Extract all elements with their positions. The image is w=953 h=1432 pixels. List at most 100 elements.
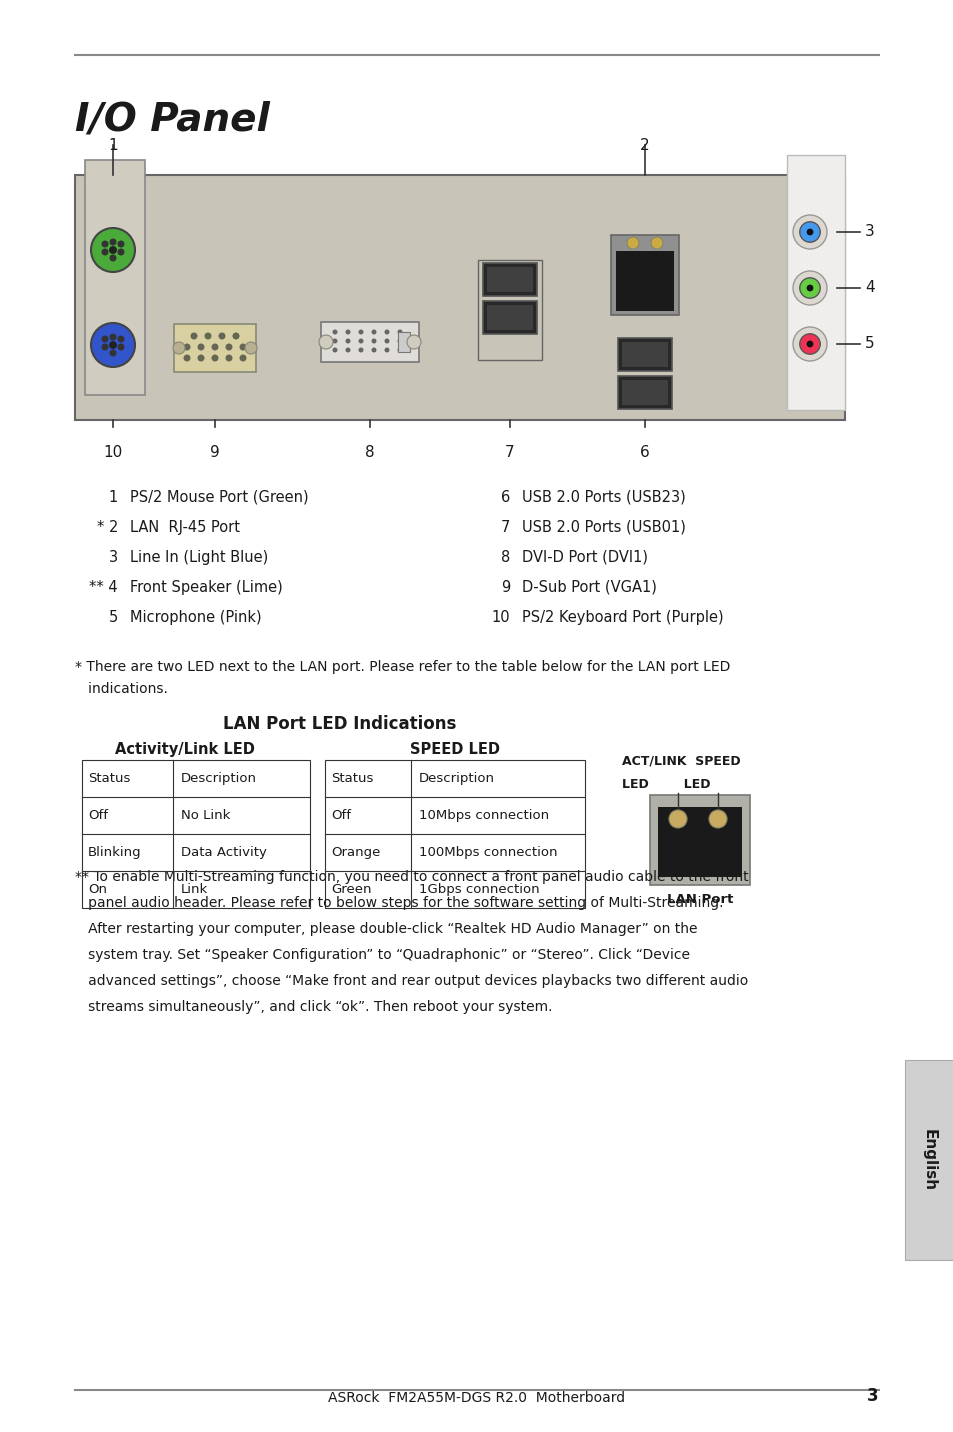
Text: 6: 6: [500, 490, 510, 505]
Text: Description: Description: [418, 772, 495, 785]
Circle shape: [358, 338, 363, 344]
Circle shape: [101, 344, 109, 351]
Text: 8: 8: [500, 550, 510, 566]
Circle shape: [110, 239, 116, 245]
Text: 1: 1: [108, 137, 117, 153]
Text: ASRock  FM2A55M-DGS R2.0  Motherboard: ASRock FM2A55M-DGS R2.0 Motherboard: [328, 1390, 625, 1405]
Text: PS/2 Mouse Port (Green): PS/2 Mouse Port (Green): [130, 490, 309, 505]
Circle shape: [397, 329, 402, 335]
FancyBboxPatch shape: [482, 301, 537, 334]
Text: ** To enable Multi-Streaming function, you need to connect a front panel audio c: ** To enable Multi-Streaming function, y…: [75, 871, 748, 884]
Text: Front Speaker (Lime): Front Speaker (Lime): [130, 580, 282, 596]
Circle shape: [109, 341, 117, 349]
FancyBboxPatch shape: [621, 342, 667, 367]
Circle shape: [799, 278, 820, 298]
Circle shape: [183, 344, 191, 351]
Text: 3: 3: [109, 550, 118, 566]
Circle shape: [799, 334, 820, 354]
Circle shape: [792, 215, 826, 249]
Text: 8: 8: [365, 445, 375, 460]
Text: ACT/LINK  SPEED: ACT/LINK SPEED: [621, 755, 740, 768]
Text: I/O Panel: I/O Panel: [75, 100, 270, 137]
FancyBboxPatch shape: [904, 1060, 953, 1260]
Text: streams simultaneously”, and click “ok”. Then reboot your system.: streams simultaneously”, and click “ok”.…: [75, 1000, 552, 1014]
Text: * 2: * 2: [96, 520, 118, 536]
Circle shape: [101, 241, 109, 248]
Text: USB 2.0 Ports (USB01): USB 2.0 Ports (USB01): [521, 520, 685, 536]
Text: panel audio header. Please refer to below steps for the software setting of Mult: panel audio header. Please refer to belo…: [75, 896, 722, 909]
Circle shape: [91, 228, 135, 272]
Circle shape: [799, 222, 820, 242]
Text: Data Activity: Data Activity: [181, 846, 267, 859]
Circle shape: [371, 348, 376, 352]
Text: Blinking: Blinking: [88, 846, 141, 859]
Circle shape: [239, 344, 246, 351]
Text: 1Gbps connection: 1Gbps connection: [418, 884, 538, 896]
Text: indications.: indications.: [75, 682, 168, 696]
Text: system tray. Set “Speaker Configuration” to “Quadraphonic” or “Stereo”. Click “D: system tray. Set “Speaker Configuration”…: [75, 948, 689, 962]
Circle shape: [117, 335, 125, 342]
Text: 9: 9: [500, 580, 510, 596]
Text: Link: Link: [181, 884, 209, 896]
FancyBboxPatch shape: [618, 338, 671, 371]
Text: Status: Status: [88, 772, 131, 785]
Circle shape: [805, 341, 813, 348]
Circle shape: [805, 285, 813, 291]
Circle shape: [233, 332, 239, 339]
Circle shape: [218, 332, 225, 339]
Circle shape: [110, 334, 116, 341]
FancyBboxPatch shape: [658, 808, 741, 876]
Text: 1: 1: [109, 490, 118, 505]
Text: Orange: Orange: [331, 846, 380, 859]
FancyBboxPatch shape: [173, 324, 255, 372]
FancyBboxPatch shape: [486, 305, 533, 329]
Text: 3: 3: [866, 1388, 878, 1405]
Circle shape: [191, 332, 197, 339]
Text: LAN Port: LAN Port: [666, 894, 733, 906]
Circle shape: [371, 338, 376, 344]
Text: Green: Green: [331, 884, 371, 896]
FancyBboxPatch shape: [320, 322, 418, 362]
Circle shape: [805, 229, 813, 235]
Text: * There are two LED next to the LAN port. Please refer to the table below for th: * There are two LED next to the LAN port…: [75, 660, 730, 674]
Circle shape: [333, 348, 337, 352]
Circle shape: [650, 238, 662, 249]
Circle shape: [345, 338, 350, 344]
Circle shape: [91, 324, 135, 367]
Text: Description: Description: [181, 772, 257, 785]
Circle shape: [117, 344, 125, 351]
Text: 5: 5: [864, 337, 874, 351]
Text: 10: 10: [103, 445, 123, 460]
Circle shape: [407, 335, 420, 349]
Circle shape: [197, 344, 204, 351]
Text: ** 4: ** 4: [90, 580, 118, 596]
Circle shape: [212, 355, 218, 361]
Text: 2: 2: [639, 137, 649, 153]
FancyBboxPatch shape: [82, 760, 310, 908]
Text: 3: 3: [864, 225, 874, 239]
Text: After restarting your computer, please double-click “Realtek HD Audio Manager” o: After restarting your computer, please d…: [75, 922, 697, 937]
Circle shape: [110, 255, 116, 262]
Circle shape: [109, 246, 117, 253]
FancyBboxPatch shape: [486, 266, 533, 292]
Circle shape: [197, 355, 204, 361]
Circle shape: [384, 348, 389, 352]
Circle shape: [792, 326, 826, 361]
Circle shape: [371, 329, 376, 335]
Text: Off: Off: [331, 809, 351, 822]
Circle shape: [397, 348, 402, 352]
Text: LAN  RJ-45 Port: LAN RJ-45 Port: [130, 520, 240, 536]
Text: 9: 9: [210, 445, 219, 460]
Circle shape: [183, 355, 191, 361]
Text: DVI-D Port (DVI1): DVI-D Port (DVI1): [521, 550, 647, 566]
Circle shape: [668, 811, 686, 828]
Circle shape: [708, 811, 726, 828]
FancyBboxPatch shape: [85, 160, 145, 395]
Circle shape: [117, 241, 125, 248]
Circle shape: [626, 238, 639, 249]
Circle shape: [345, 348, 350, 352]
Circle shape: [384, 329, 389, 335]
Circle shape: [225, 355, 233, 361]
Text: 5: 5: [109, 610, 118, 624]
Circle shape: [117, 249, 125, 255]
